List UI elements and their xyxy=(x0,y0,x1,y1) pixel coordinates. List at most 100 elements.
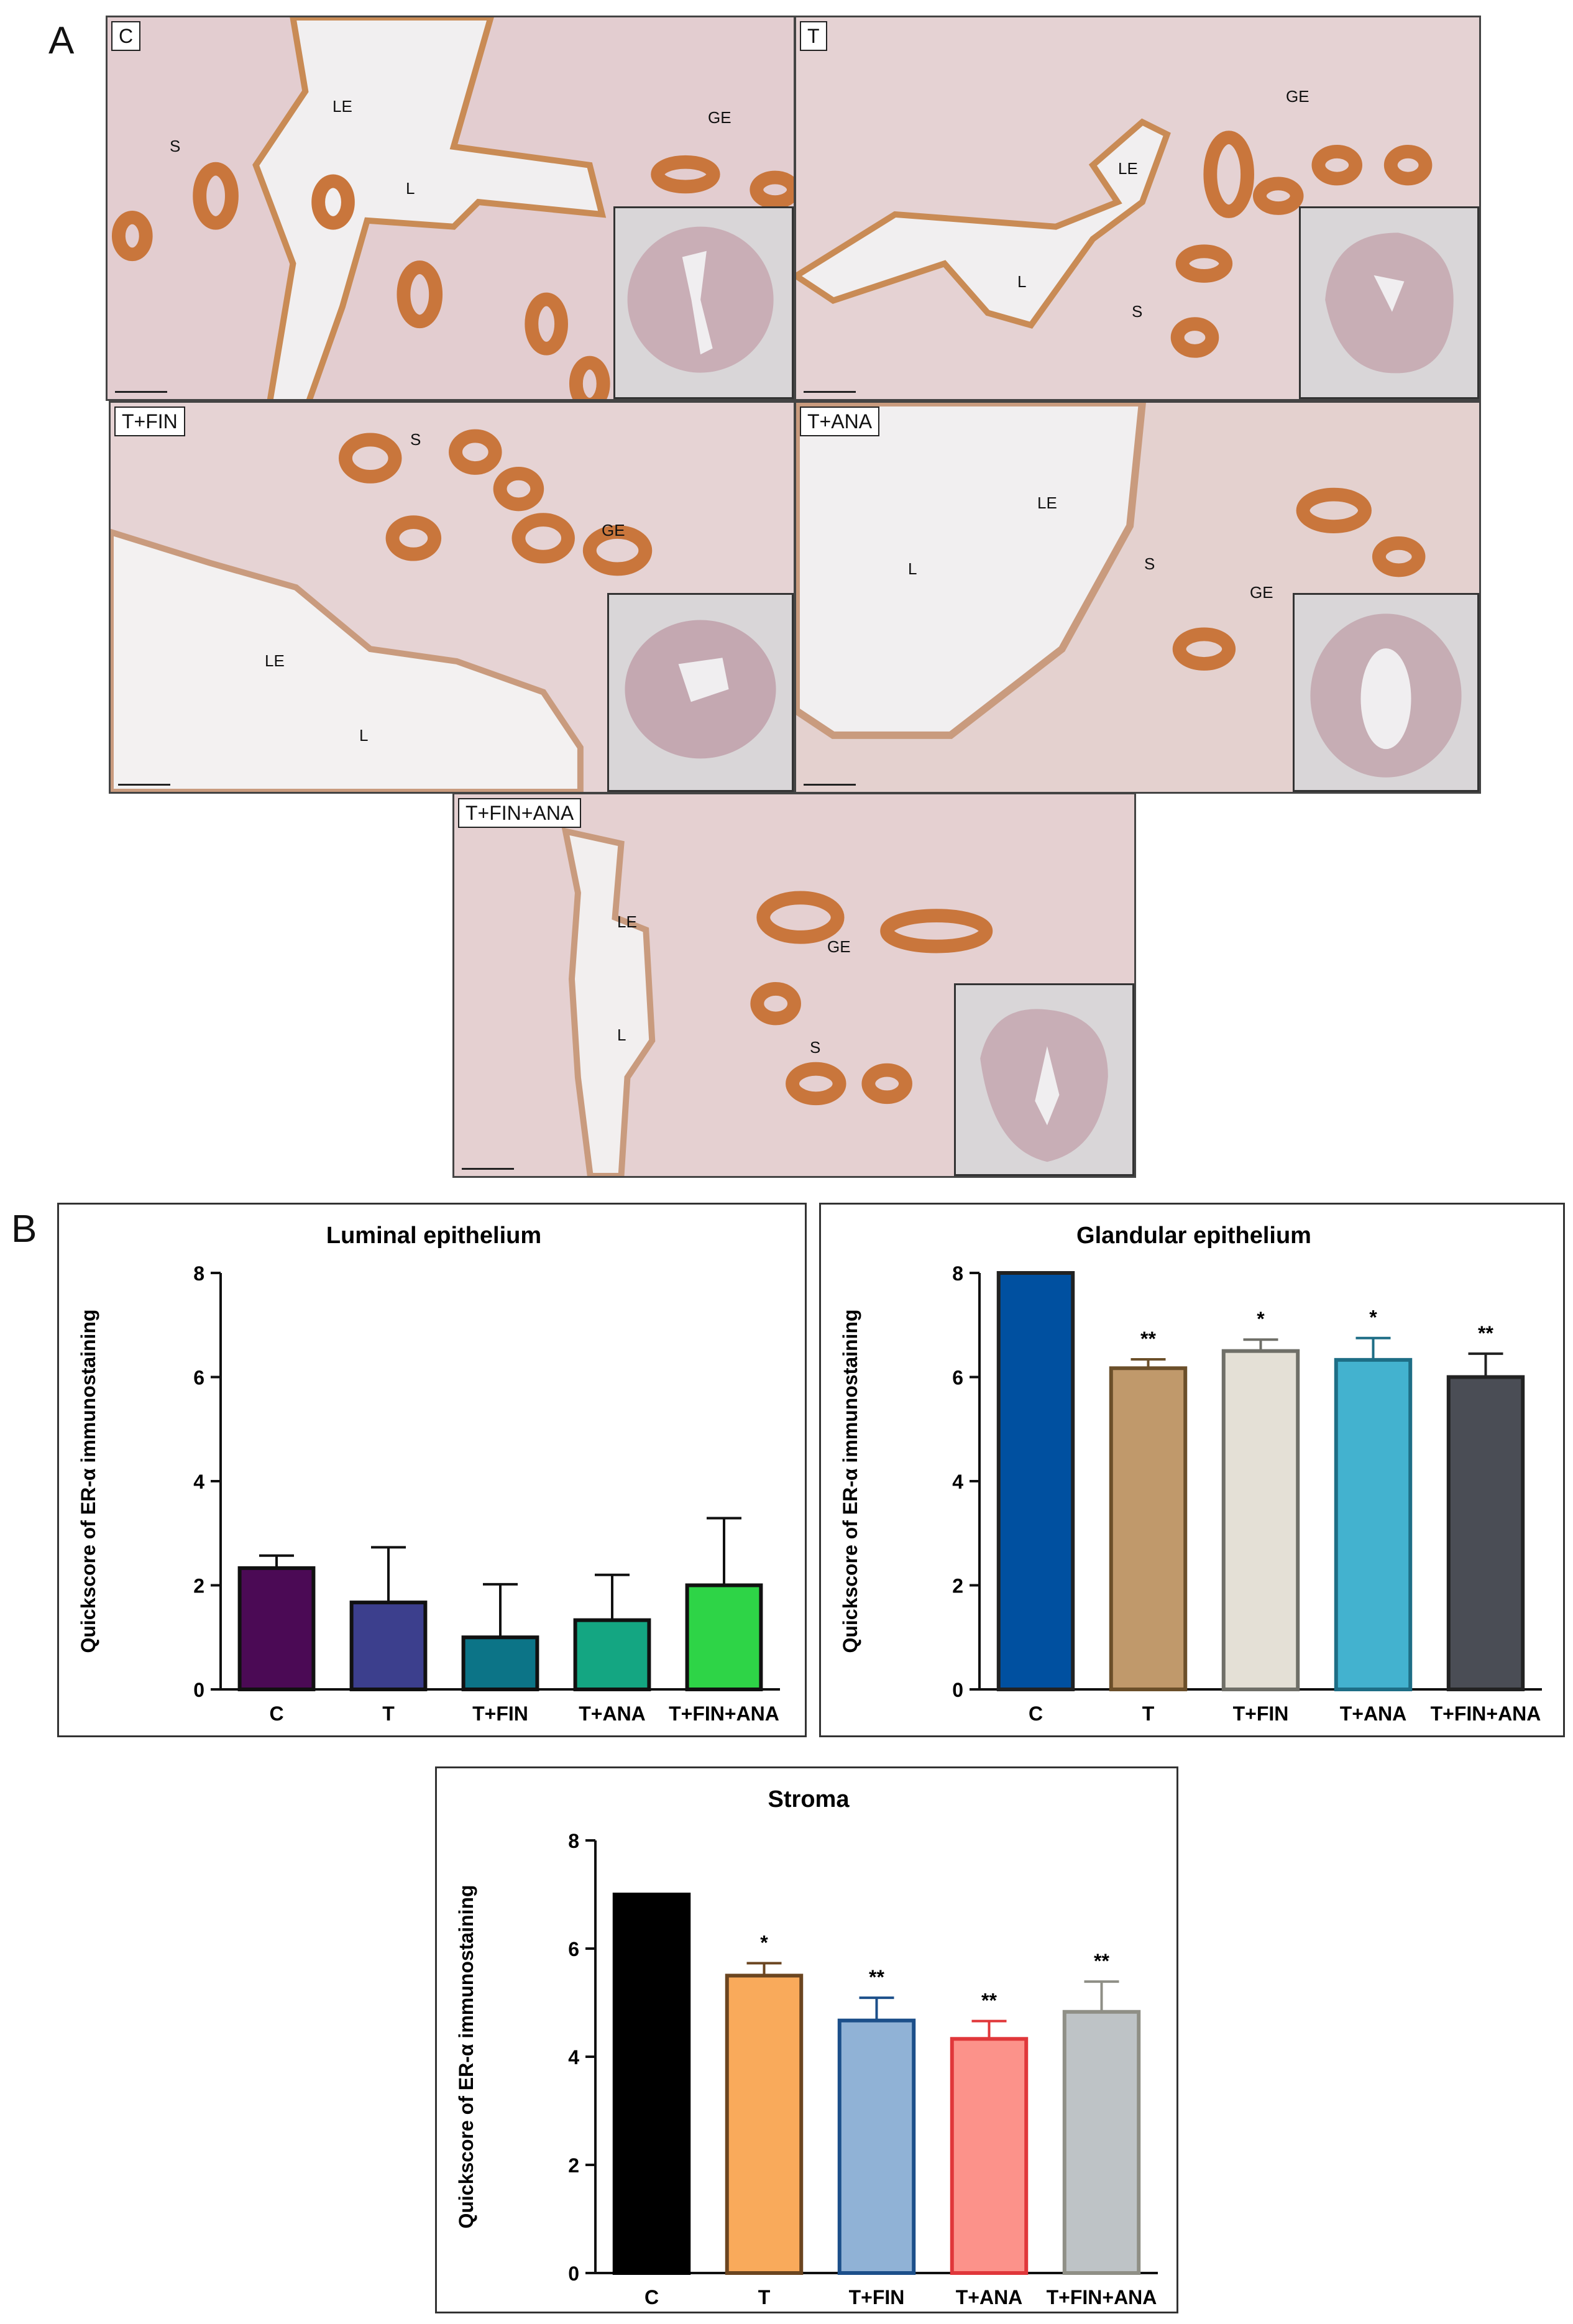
annotation-le: LE xyxy=(1118,159,1138,178)
bar-t-ana xyxy=(573,1618,651,1691)
chart-stroma: Stroma Quickscore of ER-α immunostaining 0… xyxy=(435,1766,1178,2313)
scale-bar xyxy=(804,391,856,393)
micrograph-t-ana: T+ANA LE L S GE xyxy=(794,401,1481,794)
x-tick-label: T+FIN xyxy=(849,2286,905,2308)
annotation-l: L xyxy=(359,726,369,745)
y-tick-label: 4 xyxy=(193,1471,204,1493)
y-tick-label: 6 xyxy=(568,1938,579,1960)
overview-section xyxy=(956,985,1132,1174)
y-tick-label: 8 xyxy=(193,1262,204,1285)
y-tick-label: 4 xyxy=(568,2046,579,2069)
x-tick-label: T+ANA xyxy=(956,2286,1023,2308)
micrograph-label: T xyxy=(800,21,827,51)
scale-bar xyxy=(118,784,170,786)
chart-luminal-epithelium: Luminal epithelium Quickscore of ER-α imm… xyxy=(57,1203,807,1737)
significance-marker: ** xyxy=(981,1990,997,2012)
y-tick-label: 0 xyxy=(568,2262,579,2285)
micrograph-label: T+FIN+ANA xyxy=(458,798,582,828)
tissue-image xyxy=(796,17,1479,399)
overview-section xyxy=(1301,208,1477,397)
x-tick-label: C xyxy=(1029,1702,1043,1725)
micrograph-label: T+ANA xyxy=(800,406,880,436)
bar-t xyxy=(725,1973,804,2275)
bar-c xyxy=(612,1893,691,2275)
x-tick-label: T+ANA xyxy=(579,1702,646,1725)
overview-inset xyxy=(954,983,1134,1176)
scale-bar xyxy=(462,1168,514,1170)
x-tick-label: C xyxy=(644,2286,659,2308)
annotation-s: S xyxy=(170,137,181,155)
bar-t-fin xyxy=(837,2018,916,2275)
bar-t-ana xyxy=(950,2037,1029,2275)
panel-b-label: B xyxy=(11,1208,37,1251)
annotation-l: L xyxy=(908,559,917,578)
micrograph-label: C xyxy=(111,21,141,51)
annotation-ge: GE xyxy=(827,937,851,956)
annotation-ge: GE xyxy=(708,108,731,127)
annotation-s: S xyxy=(410,430,421,449)
overview-inset xyxy=(1299,206,1479,399)
micrograph-label: T+FIN xyxy=(114,406,185,436)
y-tick-label: 6 xyxy=(952,1367,963,1389)
annotation-s: S xyxy=(1132,302,1143,321)
annotation-s: S xyxy=(1144,554,1155,573)
bar-t xyxy=(349,1601,428,1692)
x-tick-label: T xyxy=(758,2286,771,2308)
x-tick-label: C xyxy=(269,1702,283,1725)
x-tick-label: T+FIN xyxy=(472,1702,528,1725)
significance-marker: ** xyxy=(1140,1328,1156,1350)
y-tick-label: 4 xyxy=(952,1471,963,1493)
bar-t-ana xyxy=(1334,1357,1413,1692)
x-tick-label: T xyxy=(382,1702,395,1725)
bar-chart: Luminal epithelium Quickscore of ER-α imm… xyxy=(77,1223,780,1725)
significance-marker: * xyxy=(760,1931,768,1954)
annotation-l: L xyxy=(1017,272,1027,291)
overview-section xyxy=(1295,595,1477,790)
significance-marker: ** xyxy=(1094,1950,1109,1972)
annotation-le: LE xyxy=(617,912,637,931)
micrograph-t-fin: T+FIN S GE LE L xyxy=(109,401,796,794)
x-tick-label: T+FIN+ANA xyxy=(669,1702,779,1725)
chart-title: Glandular epithelium xyxy=(1076,1223,1311,1249)
y-tick-label: 2 xyxy=(568,2154,579,2177)
annotation-s: S xyxy=(810,1038,821,1057)
overview-section xyxy=(609,595,792,790)
bar-t-fin xyxy=(1221,1349,1300,1691)
significance-marker: ** xyxy=(869,1966,884,1988)
y-tick-label: 0 xyxy=(952,1679,963,1701)
annotation-l: L xyxy=(406,179,415,198)
y-tick-label: 0 xyxy=(193,1679,204,1701)
y-axis-label: Quickscore of ER-α immunostaining xyxy=(455,1885,477,2228)
annotation-ge: GE xyxy=(1286,87,1309,106)
y-tick-label: 8 xyxy=(952,1262,963,1285)
x-tick-label: T+FIN+ANA xyxy=(1047,2286,1157,2308)
x-tick-label: T+FIN+ANA xyxy=(1431,1702,1541,1725)
bar-t-fin xyxy=(461,1635,539,1691)
x-tick-label: T+FIN xyxy=(1233,1702,1289,1725)
y-tick-label: 2 xyxy=(952,1575,963,1597)
overview-inset xyxy=(607,593,794,792)
bar-t xyxy=(1109,1366,1188,1691)
chart-glandular-epithelium: Glandular epithelium Quickscore of ER-α i… xyxy=(819,1203,1565,1737)
annotation-l: L xyxy=(617,1026,626,1044)
annotation-le: LE xyxy=(332,97,352,116)
bar-t-fin-ana xyxy=(1446,1375,1525,1691)
overview-inset xyxy=(613,206,794,399)
chart-title: Stroma xyxy=(768,1786,850,1812)
scale-bar xyxy=(804,784,856,786)
micrograph-t-fin-ana: T+FIN+ANA LE GE L S xyxy=(452,792,1136,1178)
annotation-le: LE xyxy=(265,651,285,670)
y-tick-label: 8 xyxy=(568,1830,579,1852)
y-tick-label: 2 xyxy=(193,1575,204,1597)
annotation-le: LE xyxy=(1037,494,1057,512)
overview-inset xyxy=(1293,593,1479,792)
bar-t-fin-ana xyxy=(1062,2009,1141,2275)
significance-marker: ** xyxy=(1478,1322,1493,1344)
y-axis-label: Quickscore of ER-α immunostaining xyxy=(839,1309,861,1653)
micrograph-t: T GE LE L S xyxy=(794,16,1481,401)
micrograph-c: C LE S L GE xyxy=(106,16,796,401)
bar-c xyxy=(237,1566,316,1691)
significance-marker: * xyxy=(1369,1307,1377,1329)
y-axis-label: Quickscore of ER-α immunostaining xyxy=(77,1309,99,1653)
annotation-ge: GE xyxy=(1250,583,1273,602)
